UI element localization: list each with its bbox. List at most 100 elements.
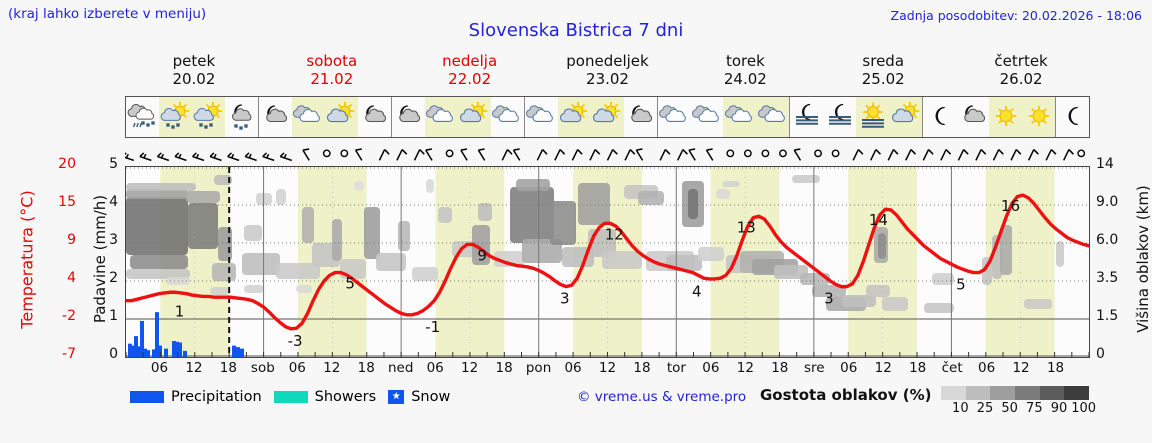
density-label-10: 10 — [952, 401, 969, 416]
density-step-25 — [965, 386, 991, 400]
snow-swatch-icon: ★ — [388, 390, 405, 404]
day-date: 26.02 — [999, 70, 1043, 88]
precipitation-swatch — [130, 391, 164, 403]
weather-icon-sun-cloud-snow — [191, 97, 225, 137]
cloud-density-scale-labels: 10 25 50 75 90 100 — [934, 401, 1102, 417]
day-date: 24.02 — [723, 70, 767, 88]
svg-text:-3: -3 — [288, 332, 303, 350]
day-header-sobota: sobota 21.02 — [263, 52, 401, 90]
weather-icon-cloud — [723, 97, 757, 137]
weather-icon-sun-cloud — [889, 97, 923, 137]
cloud-density-colorbar — [941, 386, 1090, 400]
svg-text:3: 3 — [560, 290, 570, 308]
wind-barb-strip — [125, 138, 1090, 166]
time-label-12: 12 — [461, 360, 479, 376]
day-name: torek — [725, 52, 765, 70]
time-label-12: 12 — [185, 360, 203, 376]
density-step-100 — [1064, 386, 1090, 400]
time-label-čet: čet — [941, 360, 963, 376]
weather-icon-sun — [989, 97, 1023, 137]
cloud-tick-2: 6.0 — [1096, 232, 1119, 248]
time-label-06: 06 — [702, 360, 720, 376]
day-header-sreda: sreda 25.02 — [814, 52, 952, 90]
temperature-tick-3: 4 — [67, 270, 76, 286]
weather-icon-cloud — [523, 97, 558, 137]
time-axis-labels: 06 12 18 sob 06 12 18 ned 06 12 18 pon 06 12 18 tor 06 12… — [125, 360, 1090, 378]
weather-icon-moon-cloud — [624, 97, 657, 137]
temperature-tick-5: -7 — [62, 346, 76, 362]
weather-icon-sun-cloud — [590, 97, 624, 137]
svg-text:-1: -1 — [425, 318, 440, 336]
time-label-12: 12 — [598, 360, 617, 376]
forecast-plot: 1 -3 5 -1 9 3 12 4 13 3 14 5 16 — [125, 166, 1090, 358]
density-label-100: 100 — [1071, 401, 1097, 416]
day-header-torek: torek 24.02 — [676, 52, 814, 90]
day-header-četrtek: četrtek 26.02 — [952, 52, 1090, 90]
temperature-tick-0: 20 — [58, 156, 76, 172]
precipitation-tick-0: 5 — [109, 156, 118, 172]
plot-svg: 1 -3 5 -1 9 3 12 4 13 3 14 5 16 — [126, 167, 1089, 357]
time-label-06: 06 — [150, 360, 169, 376]
page-title: Slovenska Bistrica 7 dni — [468, 20, 684, 41]
time-label-06: 06 — [564, 360, 582, 376]
time-label-12: 12 — [874, 360, 892, 376]
time-label-18: 18 — [633, 360, 651, 376]
density-label-50: 50 — [1001, 401, 1018, 416]
weather-icon-moon — [922, 97, 956, 137]
credit-text: © vreme.us & vreme.pro — [577, 389, 747, 405]
day-date: 20.02 — [172, 70, 216, 88]
precipitation-tick-3: 2 — [109, 270, 118, 286]
day-header-row: petek 20.02 sobota 21.02 nedelja 22.02 ponedel… — [125, 52, 1090, 90]
svg-text:5: 5 — [345, 275, 355, 293]
weather-icon-sun-cloud — [557, 97, 591, 137]
time-label-18: 18 — [357, 360, 375, 376]
precipitation-tick-2: 3 — [109, 232, 118, 248]
weather-icon-moon-fog — [789, 97, 823, 137]
legend-showers-label: Showers — [314, 389, 377, 405]
weather-icon-cloud — [491, 97, 524, 137]
time-label-06: 06 — [978, 360, 996, 376]
legend-snow-label: Snow — [411, 389, 451, 405]
density-step-75 — [1015, 386, 1040, 400]
weather-icon-cloud-rain-snow — [126, 97, 159, 137]
weather-icon-moon-cloud — [390, 97, 425, 137]
time-label-12: 12 — [736, 360, 754, 376]
weather-icon-moon-cloud — [257, 97, 292, 137]
weather-icon-sun-fog — [856, 97, 890, 137]
temperature-tick-4: -2 — [62, 308, 76, 324]
density-label-25: 25 — [976, 401, 994, 416]
weather-icon-cloud — [291, 97, 325, 137]
day-date: 21.02 — [310, 70, 354, 88]
time-label-06: 06 — [840, 360, 858, 376]
weather-icon-sun-cloud — [324, 97, 358, 137]
time-label-18: 18 — [1046, 360, 1065, 376]
day-header-ponedeljek: ponedeljek 23.02 — [539, 52, 677, 90]
legend-showers: Showers — [273, 389, 377, 405]
day-name: nedelja — [442, 52, 498, 70]
svg-text:5: 5 — [956, 276, 966, 294]
weather-icon-cloud — [656, 97, 691, 137]
day-date: 23.02 — [586, 70, 629, 88]
time-label-pon: pon — [525, 360, 552, 376]
svg-text:16: 16 — [1001, 197, 1020, 215]
temperature-tick-2: 9 — [67, 232, 76, 248]
cloud-tick-1: 9.0 — [1096, 194, 1119, 210]
day-name: ponedeljek — [566, 52, 649, 70]
time-label-ned: ned — [387, 360, 414, 376]
time-label-sre: sre — [803, 360, 825, 376]
weather-icon-moon-cloud — [358, 97, 391, 137]
day-header-nedelja: nedelja 22.02 — [401, 52, 539, 90]
svg-text:13: 13 — [737, 218, 756, 236]
time-label-06: 06 — [288, 360, 306, 376]
time-label-12: 12 — [1012, 360, 1030, 376]
time-label-06: 06 — [426, 360, 444, 376]
weather-icon-moon — [1055, 97, 1089, 137]
svg-text:14: 14 — [869, 211, 888, 229]
day-name: sobota — [306, 52, 358, 70]
day-name: četrtek — [994, 52, 1048, 70]
cloud-tick-4: 1.5 — [1096, 308, 1119, 324]
precipitation-legend: Precipitation Showers ★ Snow — [130, 386, 450, 408]
svg-text:1: 1 — [175, 303, 185, 321]
density-step-90 — [1039, 386, 1065, 400]
weather-icon-moon-cloud-snow — [225, 97, 258, 137]
